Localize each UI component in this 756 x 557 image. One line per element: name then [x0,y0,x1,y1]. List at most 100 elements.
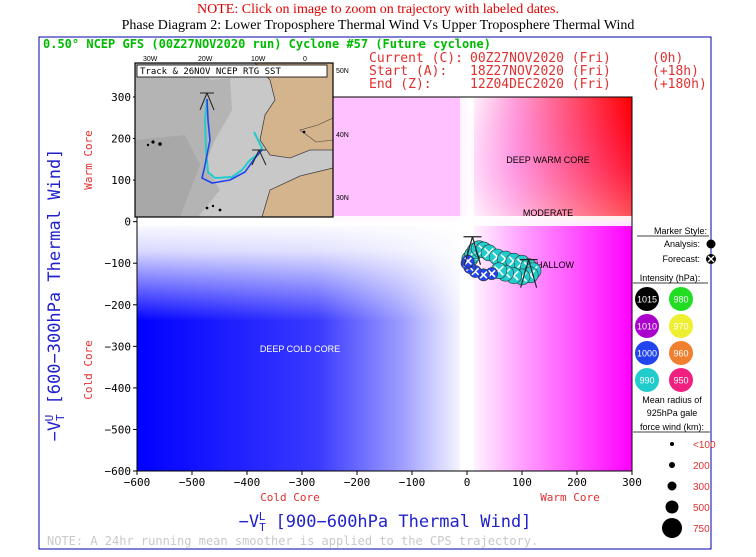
x-tick-label: 200 [567,476,587,489]
svg-text:960: 960 [673,349,688,359]
y-tick-label: −600 [105,465,132,478]
inset-lon-0: 0 [303,56,307,63]
y-side-warm: Warm Core [82,130,95,190]
forecast-marker-icon [706,254,716,264]
radius-legend-item: 300 [667,481,710,493]
x-tick-label: −300 [289,476,316,489]
x-tick-label: −500 [179,476,206,489]
legend-marker-style: Marker Style: [654,226,707,236]
svg-text:−VTU [600−300hPa Thermal Wind]: −VTU [600−300hPa Thermal Wind] [43,149,67,442]
intensity-swatch: 950 [669,368,693,392]
x-tick-label: −100 [399,476,426,489]
svg-text:970: 970 [673,322,688,332]
svg-text:200: 200 [693,461,710,472]
svg-text:1010: 1010 [637,322,657,332]
start-hour: (+18h) [652,64,699,79]
page-title: Phase Diagram 2: Lower Troposphere Therm… [121,18,635,33]
svg-text:300: 300 [693,482,710,493]
svg-text:Cold Core: Cold Core [82,340,95,400]
intensity-swatch: 980 [669,287,693,311]
legend-analysis: Analysis: [664,239,700,249]
end-label: End (Z): [369,77,432,92]
svg-text:1000: 1000 [637,349,657,359]
legend-radius-title-1: Mean radius of [642,395,702,405]
inset-lat-50n: 50N [336,68,349,75]
y-side-cold: Cold Core [82,340,95,400]
y-tick-label: 0 [124,216,131,229]
figure-frame [38,36,712,550]
start-value: 18Z27NOV2020 (Fri) [470,64,611,79]
trajectory-point [461,254,475,268]
inset-lat-40n: 40N [336,132,349,139]
intensity-swatch: 1015 [635,287,659,311]
track-inset-map[interactable]: Track & 26NOV NCEP RTG SST 30W 20W 10W 0… [134,56,349,218]
svg-text:1015: 1015 [637,295,657,305]
x-side-cold: Cold Core [260,491,320,504]
inset-lon-10w: 10W [251,56,266,63]
end-marker-z [463,236,482,265]
inset-lat-30n: 30N [336,195,349,202]
analysis-marker-icon [706,239,716,249]
time-info: Current (C): 00Z27NOV2020 (Fri) (0h) Sta… [369,51,707,92]
y-tick-label: −100 [105,257,132,270]
x-tick-label: 100 [512,476,532,489]
chart-title: 0.50° NCEP GFS (00Z27NOV2020 run) Cyclon… [43,37,491,51]
current-hour: (0h) [652,51,683,66]
x-axis-title: −VTL [900−600hPa Thermal Wind] [239,510,532,534]
y-axis-title: −VTU [600−300hPa Thermal Wind] [43,149,67,442]
label-deep-cold-core: DEEP COLD CORE [260,344,340,354]
intensity-swatch: 990 [635,368,659,392]
current-label: Current (C): [369,51,463,66]
y-tick-label: −400 [105,382,132,395]
x-axis: −600 −500 −400 −300 −200 −100 0 100 200 300 [124,471,642,489]
zoom-note: NOTE: Click on image to zoom on trajecto… [197,2,559,17]
x-tick-label: 300 [622,476,642,489]
current-value: 00Z27NOV2020 (Fri) [470,51,611,66]
start-label: Start (A): [369,64,447,79]
legend-radius-title-2: 925hPa gale [647,408,698,418]
inset-lon-30w: 30W [143,56,158,63]
x-tick-label: −200 [344,476,371,489]
svg-text:980: 980 [673,295,688,305]
y-tick-label: −500 [105,423,132,436]
x-tick-label: 0 [464,476,471,489]
plot-area [136,96,633,472]
radius-legend-item: 500 [665,500,710,514]
y-tick-label: 100 [111,174,131,187]
svg-text:500: 500 [693,503,710,514]
footer-note: NOTE: A 24hr running mean smoother is ap… [47,534,538,548]
x-tick-label: −600 [124,476,151,489]
intensity-swatch: 970 [669,314,693,338]
svg-text:<100: <100 [693,440,716,451]
inset-title: Track & 26NOV NCEP RTG SST [140,67,281,77]
legend-radius-title-3: force wind (km): [640,422,704,432]
y-tick-label: 300 [111,91,131,104]
y-tick-label: 200 [111,133,131,146]
radius-legend-item: 200 [669,461,710,472]
svg-text:950: 950 [673,376,688,386]
svg-text:Warm Core: Warm Core [82,130,95,190]
radius-legend-item: 750 [662,518,710,538]
y-axis: 300 200 100 0 −100 −200 −300 −400 −500 −600 [105,91,137,478]
label-deep-warm-core: DEEP WARM CORE [506,155,590,165]
start-marker-a [519,259,538,288]
trajectory [460,236,542,288]
svg-text:990: 990 [639,376,654,386]
radius-legend-item: <100 [670,440,716,451]
legend: Marker Style: Analysis: Forecast: Intens… [633,226,716,538]
legend-intensity: Intensity (hPa): [640,273,701,283]
label-shallow: SHALLOW [530,260,575,270]
y-tick-label: −200 [105,299,132,312]
intensity-swatch: 1010 [635,314,659,338]
intensity-swatch: 960 [669,341,693,365]
x-tick-label: −400 [234,476,261,489]
label-moderate: MODERATE [523,208,573,218]
x-side-warm: Warm Core [540,491,600,504]
svg-text:750: 750 [693,524,710,535]
legend-forecast: Forecast: [662,254,700,264]
end-value: 12Z04DEC2020 (Fri) [470,77,611,92]
intensity-swatch: 1000 [635,341,659,365]
end-hour: (+180h) [652,77,707,92]
inset-lon-20w: 20W [198,56,213,63]
